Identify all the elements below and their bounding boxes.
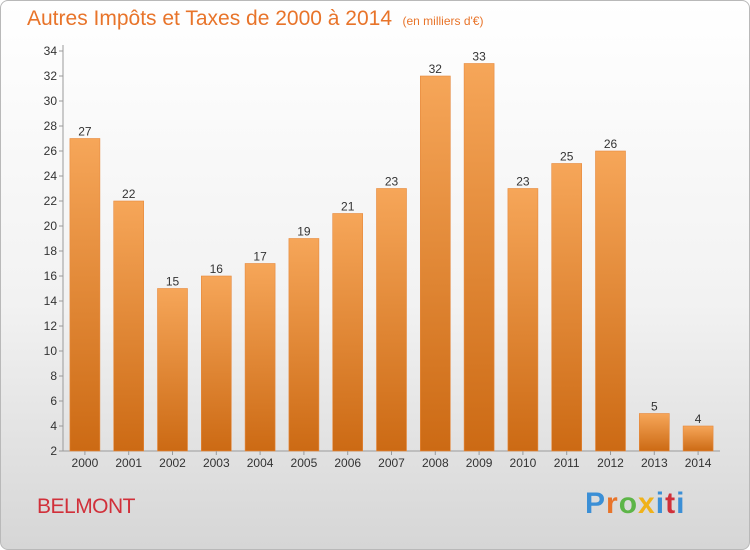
title-row: Autres Impôts et Taxes de 2000 à 2014 (e… <box>27 7 483 31</box>
brand-logo-letter: P <box>585 487 607 520</box>
brand-logo-letter: t <box>665 487 677 520</box>
data-label-2009: 33 <box>472 50 486 64</box>
y-tick-label: 24 <box>44 169 58 183</box>
bar-2005 <box>288 238 320 452</box>
brand-logo-letter: r <box>606 487 619 520</box>
data-label-2003: 16 <box>210 262 224 276</box>
x-tick-label: 2000 <box>72 456 99 470</box>
brand-logo-letter: x <box>638 487 656 520</box>
y-tick-label: 26 <box>44 144 58 158</box>
brand-logo-letter: o <box>618 487 639 520</box>
data-label-2006: 21 <box>341 200 355 214</box>
bar-2009 <box>463 63 495 452</box>
x-tick-label: 2010 <box>510 456 537 470</box>
x-tick-label: 2002 <box>159 456 186 470</box>
data-label-2012: 26 <box>604 137 618 151</box>
data-label-2000: 27 <box>78 125 92 139</box>
data-label-2014: 4 <box>695 412 702 426</box>
y-tick-label: 12 <box>44 319 58 333</box>
bar-2010 <box>507 188 539 452</box>
data-label-2010: 23 <box>516 175 530 189</box>
y-tick-label: 30 <box>44 94 58 108</box>
y-tick-label: 32 <box>44 69 58 83</box>
y-tick-label: 18 <box>44 244 58 258</box>
data-label-2011: 25 <box>560 150 574 164</box>
bar-2008 <box>419 75 451 452</box>
x-tick-label: 2001 <box>115 456 142 470</box>
y-tick-label: 34 <box>44 44 58 58</box>
y-tick-label: 4 <box>50 419 57 433</box>
y-tick-label: 6 <box>50 394 57 408</box>
x-tick-label: 2004 <box>247 456 274 470</box>
bar-2012 <box>595 150 626 452</box>
y-tick-label: 2 <box>50 444 57 458</box>
city-label: BELMONT <box>37 495 136 518</box>
x-tick-label: 2007 <box>378 456 405 470</box>
data-label-2013: 5 <box>651 400 658 414</box>
bar-2004 <box>244 263 276 452</box>
bar-2006 <box>332 213 364 452</box>
y-tick-label: 14 <box>44 294 58 308</box>
x-tick-label: 2014 <box>685 456 712 470</box>
bar-2007 <box>376 188 407 452</box>
bar-2011 <box>551 163 583 452</box>
data-label-2005: 19 <box>297 225 311 239</box>
x-tick-label: 2013 <box>641 456 668 470</box>
data-label-2007: 23 <box>385 175 399 189</box>
bar-2000 <box>69 138 101 452</box>
data-label-2002: 15 <box>166 275 180 289</box>
chart-title: Autres Impôts et Taxes de 2000 à 2014 <box>27 7 393 30</box>
x-tick-label: 2005 <box>291 456 318 470</box>
x-tick-label: 2011 <box>554 456 580 470</box>
brand-logo-letter: i <box>655 487 666 520</box>
y-tick-label: 8 <box>50 369 57 383</box>
bar-2013 <box>638 413 670 452</box>
brand-logo-letter: i <box>676 487 686 520</box>
y-tick-label: 16 <box>44 269 58 283</box>
x-tick-label: 2008 <box>422 456 449 470</box>
bar-2014 <box>682 425 714 452</box>
bar-2001 <box>113 200 144 452</box>
x-tick-label: 2009 <box>466 456 493 470</box>
y-tick-label: 20 <box>44 219 58 233</box>
bar-2002 <box>157 288 188 452</box>
chart-subtitle: (en milliers d'€) <box>402 14 484 28</box>
data-label-2001: 22 <box>122 187 136 201</box>
x-tick-label: 2003 <box>203 456 230 470</box>
y-tick-label: 22 <box>44 194 58 208</box>
x-tick-label: 2006 <box>334 456 361 470</box>
brand-logo: Proxiti <box>585 487 685 521</box>
bar-2003 <box>201 275 232 452</box>
data-label-2008: 32 <box>429 62 443 76</box>
data-label-2004: 17 <box>253 250 267 264</box>
y-tick-label: 10 <box>44 344 58 358</box>
y-tick-label: 28 <box>44 119 58 133</box>
x-tick-label: 2012 <box>597 456 624 470</box>
